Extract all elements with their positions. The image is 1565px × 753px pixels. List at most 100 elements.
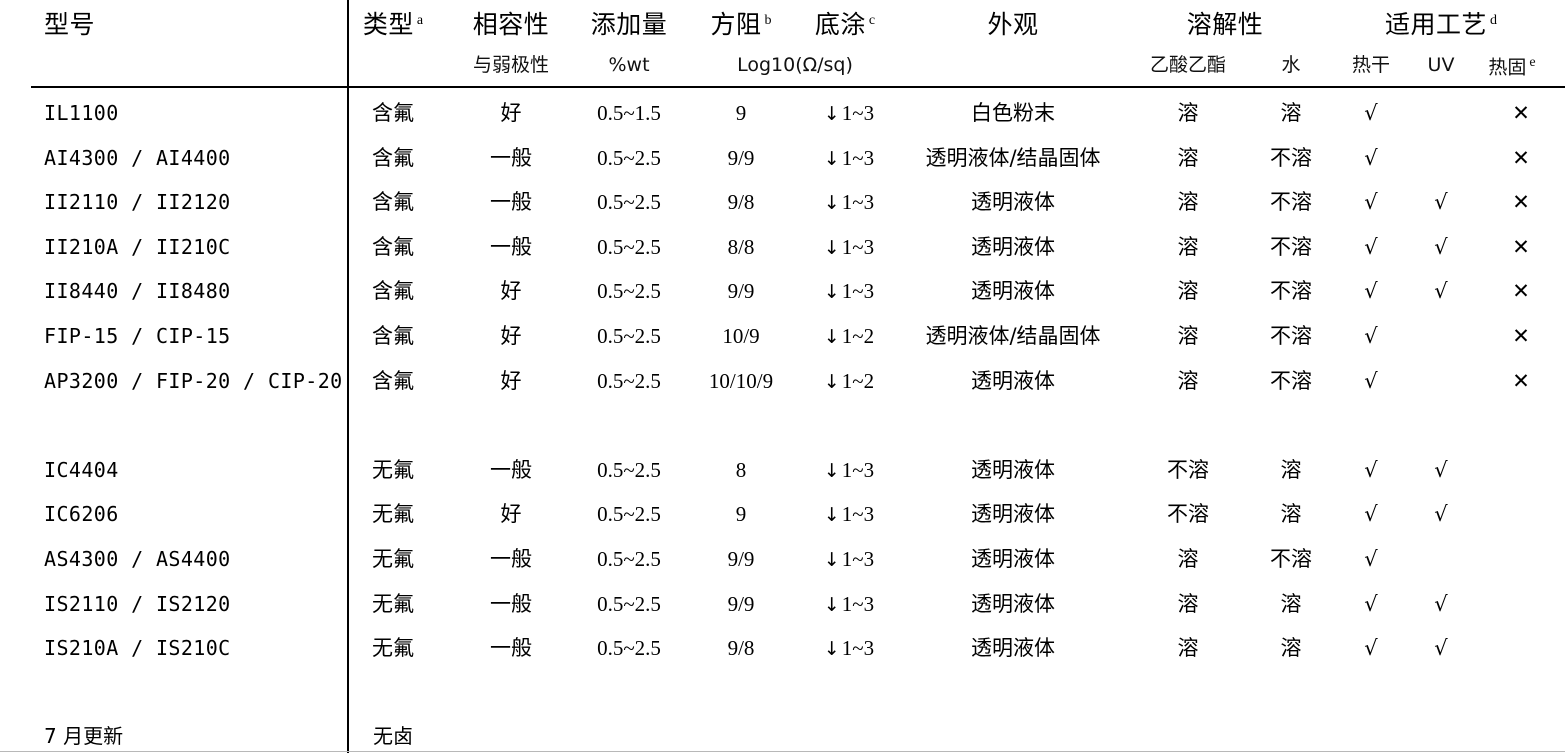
header-process-thermal-dry: 热干 xyxy=(1352,56,1390,75)
header-thermal-cure-footnote: e xyxy=(1529,55,1536,70)
cell-compatibility: 一般 xyxy=(490,457,532,482)
cell-type: 无氟 xyxy=(372,547,414,571)
cross-icon: ✕ xyxy=(1512,101,1530,125)
cell-type: 含氟 xyxy=(372,101,414,125)
check-icon: √ xyxy=(1434,279,1448,304)
check-icon: √ xyxy=(1364,101,1378,125)
cell-ethyl-acetate: 溶 xyxy=(1177,145,1199,170)
cell-type: 含氟 xyxy=(372,190,414,215)
header-compatibility-sub: 与弱极性 xyxy=(473,56,549,75)
cell-appearance: 透明液体 xyxy=(971,279,1055,304)
header-resistance-sub: Log10(Ω/sq) xyxy=(737,56,853,75)
header-appearance-label: 外观 xyxy=(987,10,1039,39)
cell-model: IS2110 / IS2120 xyxy=(44,591,231,616)
cell-ethyl-acetate: 溶 xyxy=(1177,234,1199,259)
cell-resistance: 8 xyxy=(735,457,747,482)
check-icon: √ xyxy=(1364,636,1378,661)
header-ethyl-acetate-label: 乙酸乙酯 xyxy=(1149,54,1227,76)
footer-update-note-label: 7 月更新 xyxy=(44,724,124,748)
cell-undercoat: ↓1~3 xyxy=(823,236,874,259)
cell-undercoat-value: 1~3 xyxy=(841,502,875,527)
cell-water: 不溶 xyxy=(1270,190,1312,215)
cell-undercoat: ↓1~3 xyxy=(824,192,874,213)
header-solubility: 溶解性 xyxy=(1187,12,1264,37)
cell-dosage: 0.5~2.5 xyxy=(597,368,661,393)
down-arrow-icon: ↓ xyxy=(823,281,840,304)
header-resistance-label: 方阻 xyxy=(710,10,762,39)
cell-resistance: 9 xyxy=(735,101,747,125)
cell-dosage: 0.5~1.5 xyxy=(597,101,661,125)
check-icon: √ xyxy=(1364,190,1378,215)
header-process-footnote: d xyxy=(1490,12,1498,28)
down-arrow-icon: ↓ xyxy=(823,326,840,348)
cell-ethyl-acetate: 不溶 xyxy=(1167,457,1209,482)
check-icon: √ xyxy=(1364,591,1378,616)
cell-ethyl-acetate: 溶 xyxy=(1177,547,1199,571)
cell-dosage: 0.5~2.5 xyxy=(597,457,661,482)
cell-resistance: 9/8 xyxy=(727,636,755,661)
cell-undercoat: ↓1~3 xyxy=(824,638,874,659)
down-arrow-icon: ↓ xyxy=(823,593,840,616)
down-arrow-icon: ↓ xyxy=(823,103,840,125)
cell-appearance: 透明液体/结晶固体 xyxy=(925,324,1101,348)
header-resistance-footnote: b xyxy=(764,12,772,28)
cell-undercoat-value: 1~3 xyxy=(841,457,875,482)
cross-icon: ✕ xyxy=(1512,234,1530,259)
cell-appearance: 透明液体 xyxy=(971,457,1055,482)
cell-dosage: 0.5~2.5 xyxy=(597,324,661,348)
down-arrow-icon: ↓ xyxy=(823,459,840,482)
cell-appearance: 透明液体 xyxy=(971,502,1055,527)
header-dosage-sub-label: %wt xyxy=(608,54,650,76)
check-icon: √ xyxy=(1434,190,1448,215)
header-uv-label: UV xyxy=(1427,54,1455,76)
cell-resistance: 9/9 xyxy=(727,547,755,571)
header-compatibility-sub-label: 与弱极性 xyxy=(472,54,550,76)
cross-icon: ✕ xyxy=(1512,190,1530,215)
cell-model: FIP-15 / CIP-15 xyxy=(44,324,231,348)
check-icon: √ xyxy=(1434,591,1448,616)
down-arrow-icon: ↓ xyxy=(823,236,840,259)
cell-type: 含氟 xyxy=(372,234,414,259)
cell-resistance: 9/8 xyxy=(727,190,755,215)
cell-type: 无氟 xyxy=(372,636,414,661)
check-icon: √ xyxy=(1364,502,1378,527)
cell-undercoat-value: 1~3 xyxy=(841,101,875,125)
check-icon: √ xyxy=(1364,279,1378,304)
cell-ethyl-acetate: 溶 xyxy=(1177,279,1199,304)
cell-water: 溶 xyxy=(1280,502,1302,527)
cell-type: 无氟 xyxy=(372,502,414,527)
cell-water: 溶 xyxy=(1280,457,1302,482)
cell-type: 含氟 xyxy=(372,279,414,304)
header-type: 类型 a xyxy=(363,12,423,37)
cross-icon: ✕ xyxy=(1512,279,1530,304)
check-icon: √ xyxy=(1364,145,1378,170)
cell-model: II210A / II210C xyxy=(44,234,231,259)
cell-water: 不溶 xyxy=(1270,547,1312,571)
cell-compatibility: 一般 xyxy=(490,145,532,170)
cell-type: 含氟 xyxy=(372,368,414,393)
cell-resistance: 9 xyxy=(735,502,747,527)
footer-halogen-note: 无卤 xyxy=(373,726,413,746)
cell-water: 不溶 xyxy=(1270,234,1312,259)
cell-compatibility: 好 xyxy=(500,279,522,304)
check-icon: √ xyxy=(1364,547,1378,571)
cell-undercoat: ↓1~3 xyxy=(824,281,874,302)
header-water-label: 水 xyxy=(1281,54,1301,76)
cross-icon: ✕ xyxy=(1512,324,1530,348)
cross-icon: ✕ xyxy=(1512,145,1530,170)
cell-compatibility: 好 xyxy=(500,101,522,125)
cell-dosage: 0.5~2.5 xyxy=(597,591,661,616)
table-bottom-rule xyxy=(0,751,1565,752)
cell-type: 含氟 xyxy=(372,145,414,170)
header-compatibility-label: 相容性 xyxy=(472,10,550,39)
cell-undercoat-value: 1~2 xyxy=(841,324,875,348)
header-solubility-ethyl-acetate: 乙酸乙酯 xyxy=(1150,56,1226,75)
header-process-label: 适用工艺 xyxy=(1384,10,1488,39)
cell-appearance: 透明液体 xyxy=(971,190,1055,215)
cell-dosage: 0.5~2.5 xyxy=(597,502,661,527)
check-icon: √ xyxy=(1364,368,1378,393)
cell-ethyl-acetate: 溶 xyxy=(1177,591,1199,616)
header-process-thermal-cure: 热固 e xyxy=(1488,56,1535,77)
cell-appearance: 透明液体 xyxy=(971,547,1055,571)
header-undercoat-footnote: c xyxy=(868,12,876,28)
